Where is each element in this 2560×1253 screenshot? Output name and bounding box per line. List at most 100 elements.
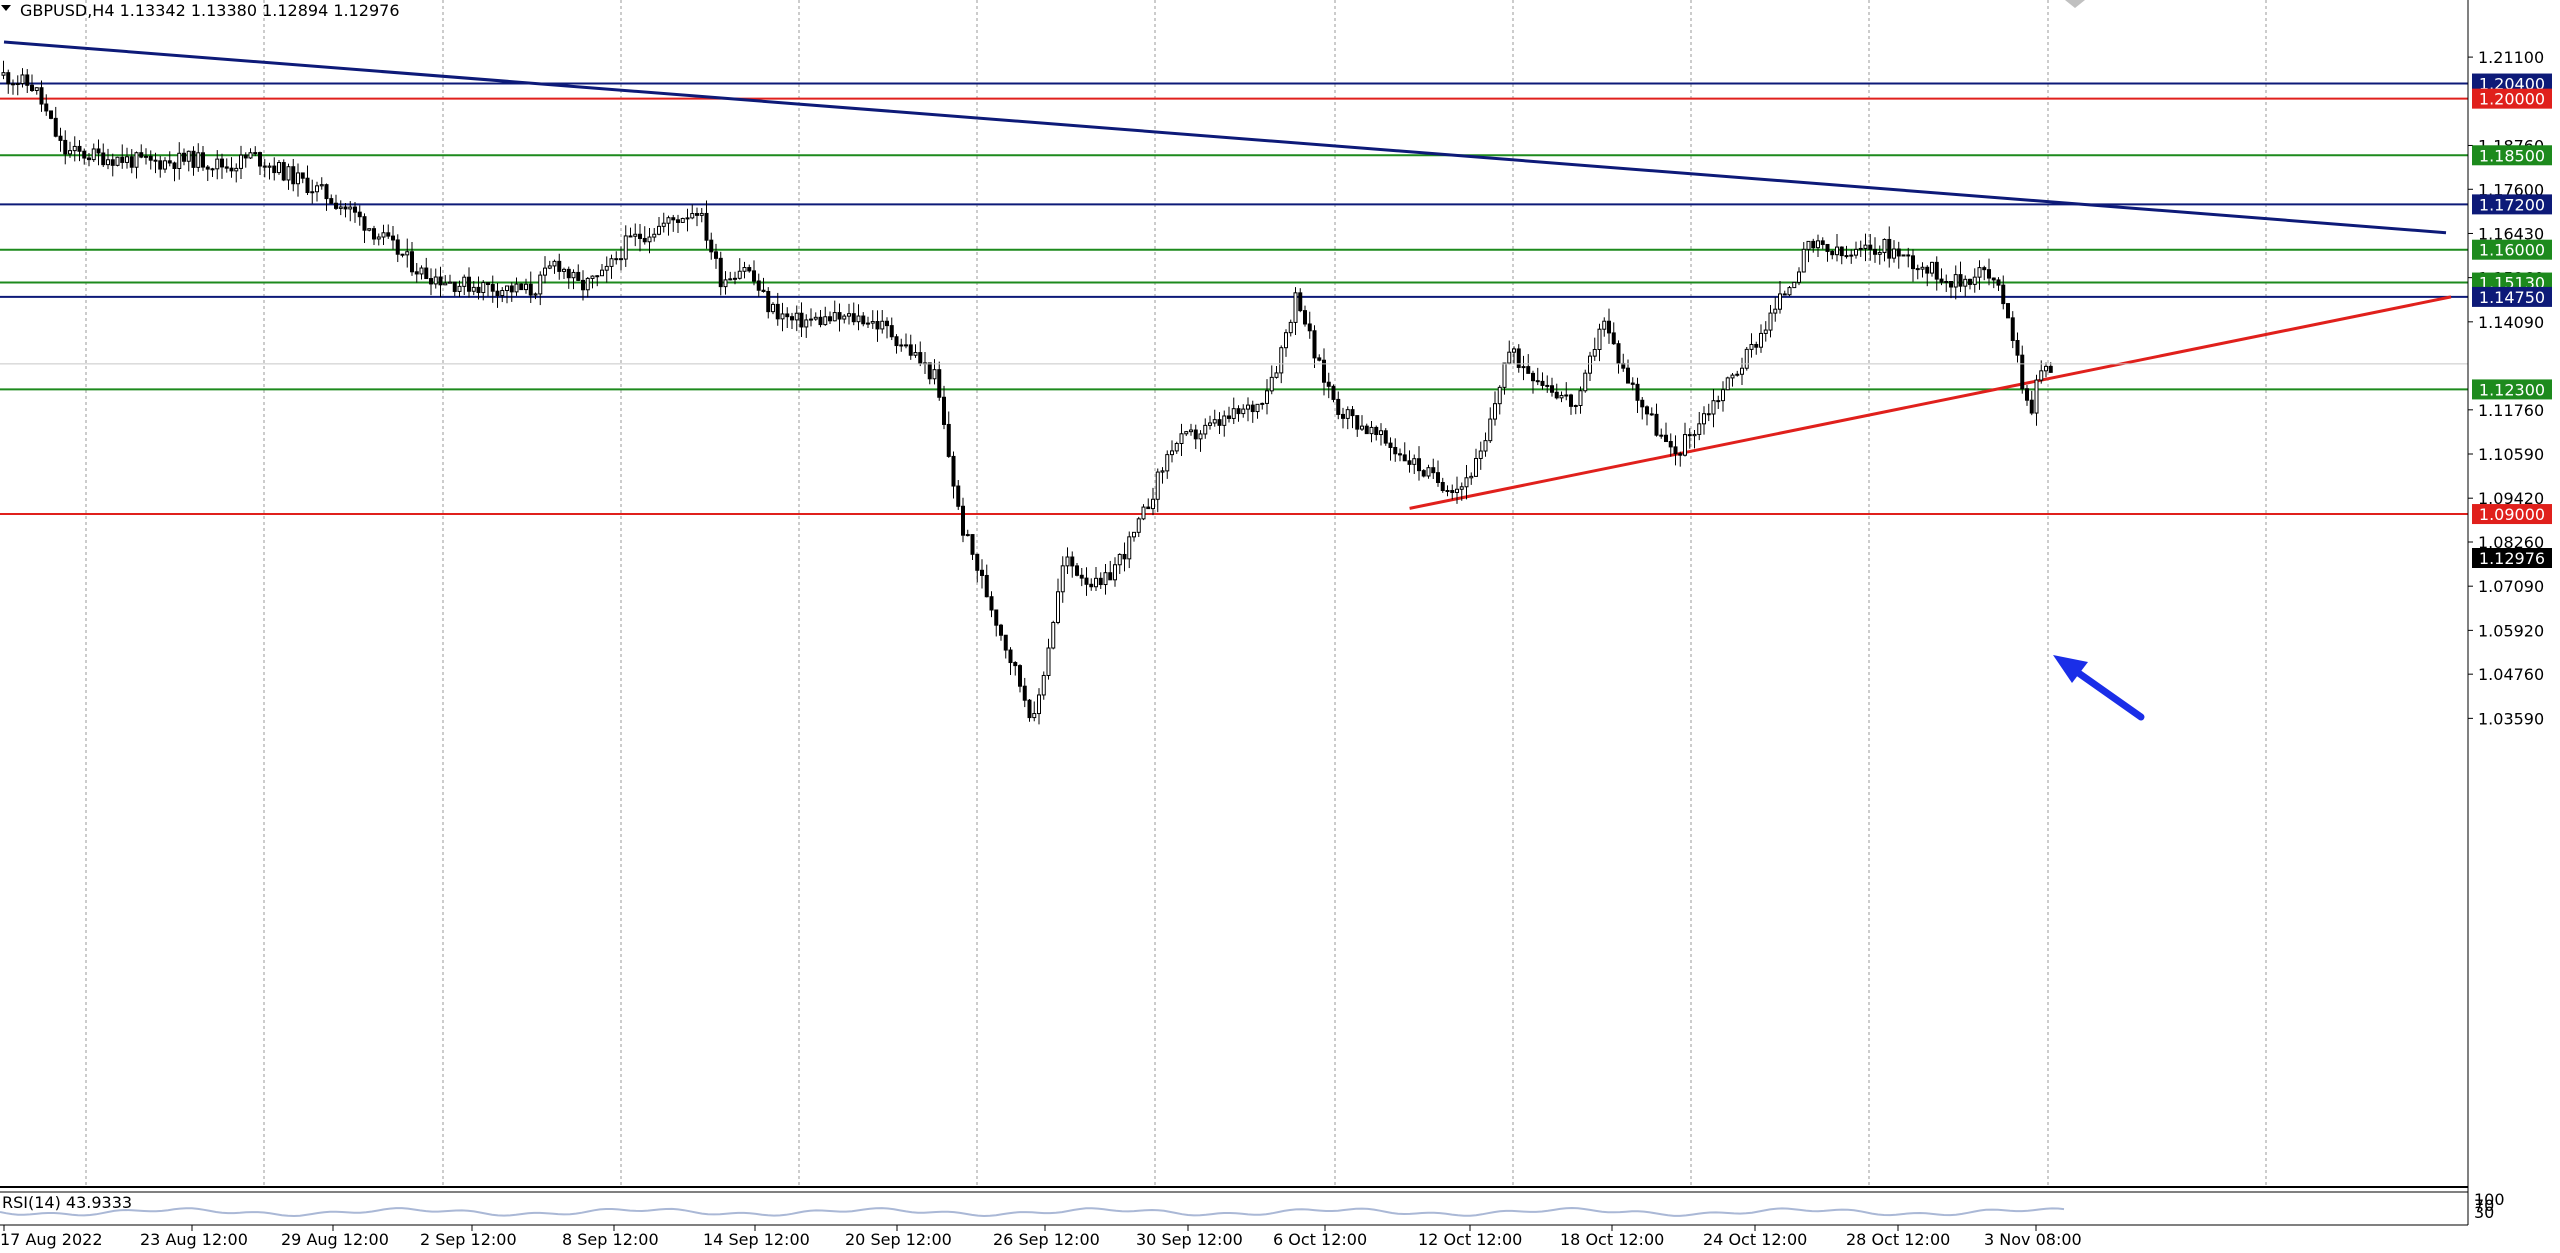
candle-body — [989, 596, 994, 611]
chart-shift-marker-icon[interactable] — [2065, 0, 2085, 8]
time-tick-label: 20 Sep 12:00 — [845, 1230, 952, 1249]
candle-body — [1279, 347, 1284, 374]
candle-body — [1203, 424, 1208, 435]
candle-body — [72, 145, 77, 152]
candle-body — [34, 87, 39, 91]
candle-body — [1417, 458, 1421, 472]
candle-body — [1920, 266, 1925, 270]
candle-body — [1958, 274, 1963, 287]
trendlines[interactable] — [3, 40, 2452, 510]
candle-body — [58, 135, 63, 141]
candle-body — [704, 212, 709, 241]
candle-body — [129, 156, 134, 168]
candle-body — [1521, 366, 1526, 369]
candle-body — [927, 362, 932, 380]
candle-body — [1398, 453, 1402, 456]
candle-body — [1711, 400, 1716, 415]
candle-body — [1944, 280, 1949, 283]
candle-body — [101, 152, 106, 166]
candle-body — [1046, 647, 1051, 676]
candle-body — [63, 139, 68, 155]
candle-body — [1502, 362, 1507, 388]
candle-body — [220, 158, 224, 168]
rsi-line — [0, 1206, 2065, 1218]
candle-body — [856, 315, 861, 323]
candle-body — [1930, 261, 1934, 274]
candle-body — [1535, 380, 1540, 383]
price-tick-label: 1.21100 — [2478, 48, 2544, 67]
candle-body — [1911, 255, 1915, 270]
candles — [1, 60, 2053, 725]
candle-body — [1426, 467, 1431, 477]
candle-body — [1892, 248, 1896, 259]
trendline[interactable] — [1409, 295, 2452, 510]
candle-body — [433, 276, 438, 285]
time-tick-label: 28 Oct 12:00 — [1846, 1230, 1950, 1249]
candle-body — [191, 150, 196, 168]
horizontal-levels[interactable] — [0, 82, 2468, 516]
candle-body — [1854, 248, 1858, 256]
candle-body — [224, 166, 229, 169]
candle-body — [780, 313, 785, 320]
candle-body — [1307, 323, 1312, 332]
candle-body — [1360, 425, 1364, 430]
candle-body — [1607, 320, 1611, 334]
candle-body — [1402, 454, 1407, 462]
candle-body — [1127, 536, 1132, 560]
candle-body — [1559, 394, 1564, 399]
candle-body — [82, 150, 87, 159]
candle-body — [1816, 240, 1820, 249]
candle-body — [196, 152, 201, 168]
candle-body — [604, 265, 609, 271]
candle-body — [1901, 254, 1906, 257]
candle-body — [243, 154, 248, 159]
dropdown-triangle-icon[interactable] — [1, 5, 11, 11]
chart-header[interactable]: GBPUSD,H4 1.13342 1.13380 1.12894 1.1297… — [1, 1, 400, 20]
candle-body — [1801, 248, 1806, 273]
candle-body — [1550, 385, 1554, 393]
price-tick-label: 1.09420 — [2478, 489, 2544, 508]
candle-body — [395, 239, 400, 255]
candle-body — [671, 217, 676, 221]
candle-body — [495, 290, 500, 297]
candle-body — [1588, 355, 1592, 374]
candle-body — [11, 83, 15, 86]
candle-body — [837, 312, 842, 320]
candle-body — [1108, 572, 1113, 581]
candle-body — [1198, 433, 1203, 440]
candle-body — [965, 534, 970, 537]
candle-body — [319, 184, 324, 187]
price-tick-label: 1.07090 — [2478, 577, 2544, 596]
candle-body — [177, 152, 182, 170]
candle-body — [1645, 406, 1649, 415]
candle-body — [1806, 240, 1811, 250]
level-tag-box — [2472, 379, 2552, 400]
candle-body — [1383, 430, 1388, 444]
candle-body — [471, 286, 476, 292]
candle-body — [699, 212, 704, 216]
candle-body — [752, 270, 756, 282]
candle-body — [1659, 434, 1664, 437]
candle-body — [2006, 303, 2010, 319]
candle-body — [1393, 446, 1398, 455]
candle-body — [1018, 665, 1022, 687]
trendline[interactable] — [3, 40, 2447, 235]
level-tag-box — [2472, 239, 2552, 260]
candle-body — [685, 217, 690, 220]
candle-body — [543, 267, 547, 276]
level-tag-box — [2472, 504, 2552, 525]
candle-body — [661, 222, 666, 227]
candle-body — [1830, 250, 1835, 256]
candle-body — [1469, 475, 1474, 479]
time-tick-label: 29 Aug 12:00 — [281, 1230, 389, 1249]
candle-body — [737, 270, 742, 279]
candle-body — [514, 283, 519, 293]
candle-body — [1193, 429, 1198, 440]
candle-body — [1744, 348, 1749, 369]
candle-body — [158, 160, 163, 170]
candle-body — [804, 319, 809, 328]
candle-body — [167, 160, 172, 164]
candle-body — [723, 279, 728, 288]
candle-body — [1113, 564, 1117, 581]
